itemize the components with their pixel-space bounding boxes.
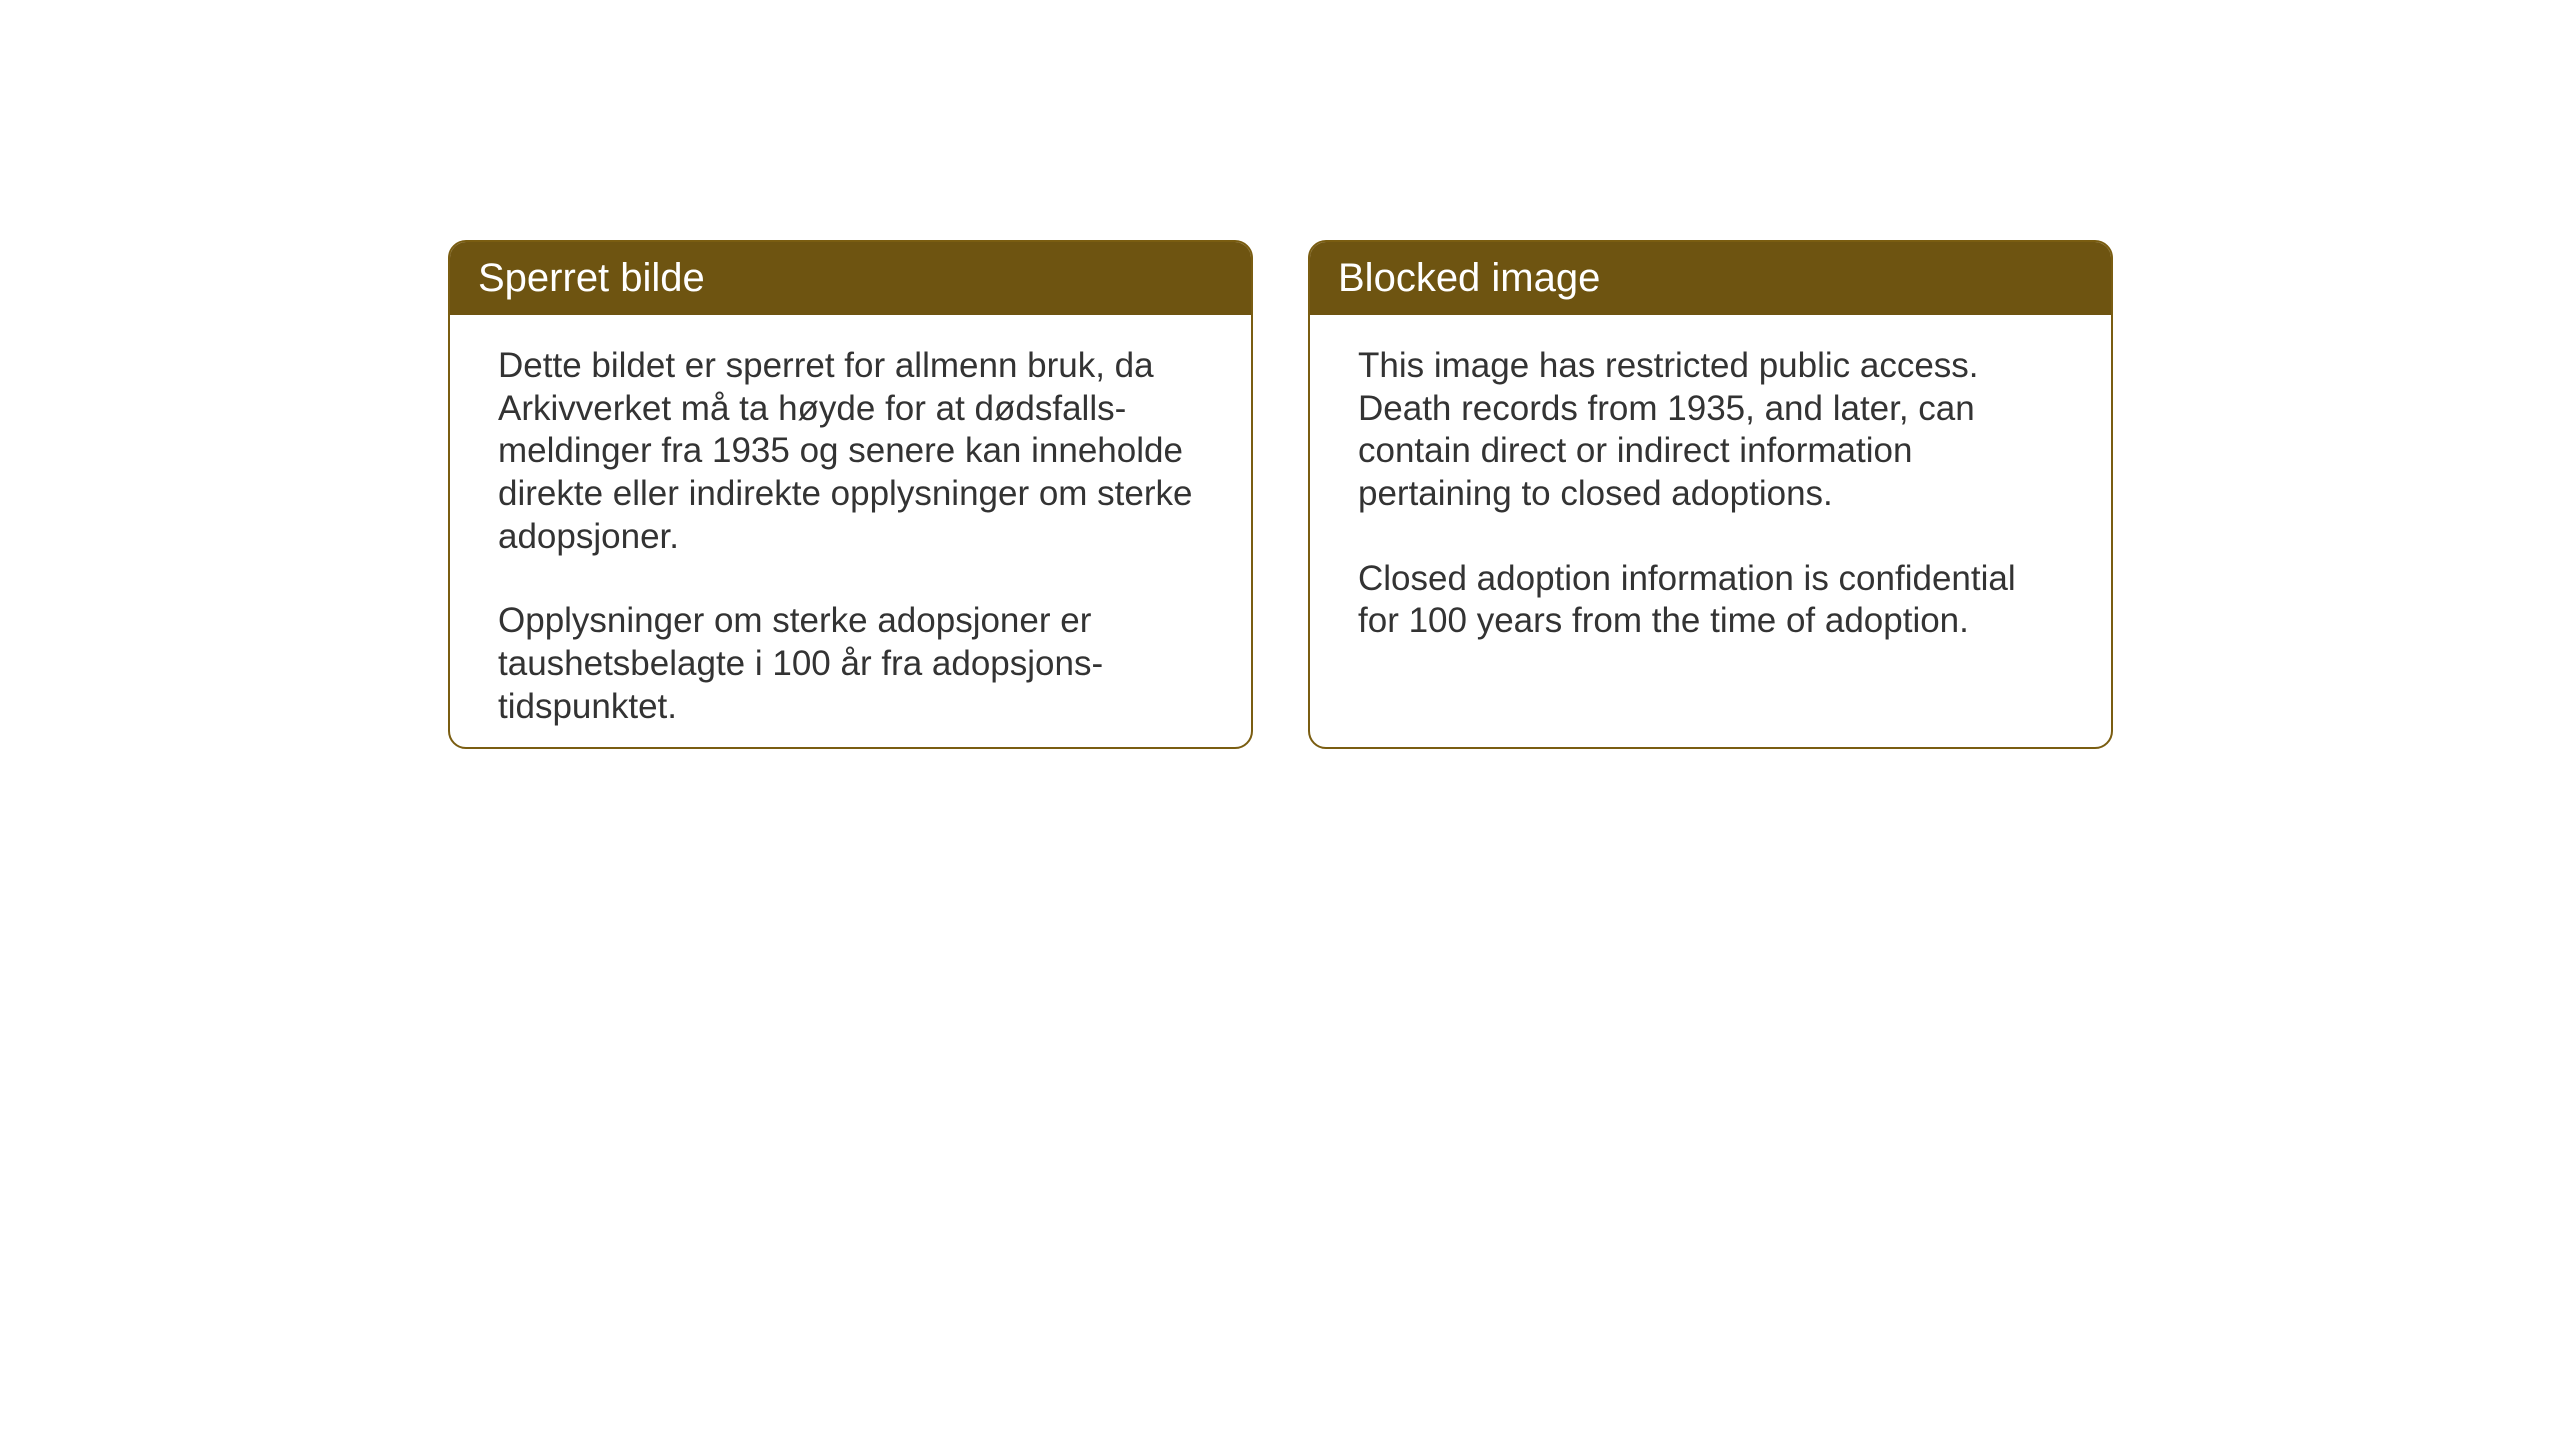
notice-card-english: Blocked image This image has restricted … [1308, 240, 2113, 749]
paragraph-text: Opplysninger om sterke adopsjoner er tau… [498, 600, 1203, 728]
card-header-english: Blocked image [1310, 242, 2111, 315]
card-header-norwegian: Sperret bilde [450, 242, 1251, 315]
card-body-english: This image has restricted public access.… [1310, 315, 2111, 673]
notice-card-norwegian: Sperret bilde Dette bildet er sperret fo… [448, 240, 1253, 749]
card-title-norwegian: Sperret bilde [478, 256, 705, 300]
notice-cards-container: Sperret bilde Dette bildet er sperret fo… [448, 240, 2113, 749]
card-title-english: Blocked image [1338, 256, 1600, 300]
paragraph-text: Dette bildet er sperret for allmenn bruk… [498, 345, 1203, 558]
paragraph-text: This image has restricted public access.… [1358, 345, 2063, 516]
paragraph-text: Closed adoption information is confident… [1358, 558, 2063, 643]
card-body-norwegian: Dette bildet er sperret for allmenn bruk… [450, 315, 1251, 749]
